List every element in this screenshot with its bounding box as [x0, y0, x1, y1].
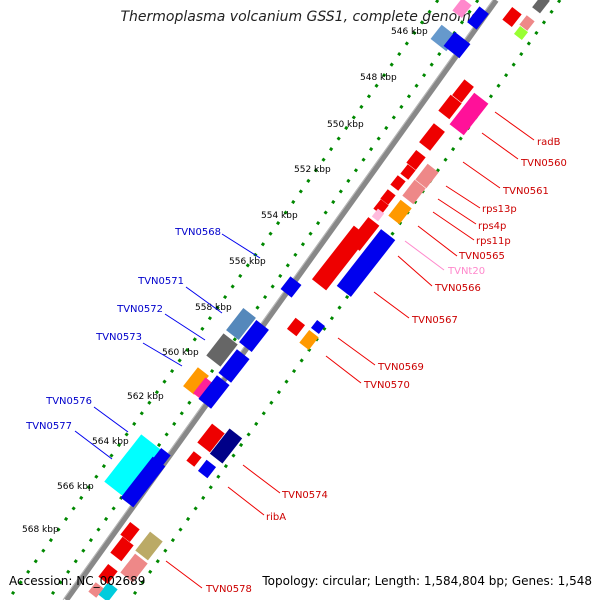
gene-label[interactable]: TVN0569 [377, 362, 424, 373]
scale-label: 548 kbp [360, 73, 397, 83]
gene-feature[interactable] [452, 79, 474, 103]
gene-label[interactable]: TVN0567 [411, 315, 458, 326]
gene-feature[interactable] [280, 276, 302, 298]
scale-labels: 546 kbp 548 kbp 550 kbp 552 kbp 554 kbp … [22, 27, 428, 535]
scale-label: 568 kbp [22, 525, 59, 535]
gene-label[interactable]: TVN0565 [458, 251, 505, 262]
gene-label[interactable]: TVN0577 [25, 421, 72, 432]
gene-label[interactable]: TVN0561 [502, 186, 549, 197]
gene-feature[interactable] [400, 164, 416, 180]
gene-feature[interactable] [438, 94, 462, 120]
minus-callouts [74, 233, 261, 460]
gene-label[interactable]: TVN0570 [363, 380, 410, 391]
plus-strand-genes [88, 0, 550, 598]
scale-label: 564 kbp [92, 437, 129, 447]
gene-feature[interactable] [197, 423, 225, 453]
gene-feature[interactable] [218, 349, 250, 383]
gene-feature[interactable] [311, 225, 369, 291]
gene-label[interactable]: TVN0568 [174, 227, 221, 238]
gene-label[interactable]: rps4p [478, 221, 506, 232]
accession-text: Accession: NC_002689 [9, 574, 146, 588]
gene-feature[interactable] [135, 531, 163, 561]
gene-feature[interactable] [388, 199, 412, 225]
gene-feature[interactable] [467, 6, 489, 30]
gene-feature[interactable] [415, 163, 439, 189]
gene-label[interactable]: TVN0573 [95, 332, 142, 343]
gene-feature[interactable] [104, 434, 162, 498]
gene-label[interactable]: TVNt20 [447, 266, 485, 277]
gene-feature[interactable] [206, 333, 238, 367]
gene-feature[interactable] [532, 0, 550, 14]
gene-feature[interactable] [183, 367, 209, 395]
gene-feature[interactable] [110, 536, 134, 562]
map-title: Thermoplasma volcanium GSS1, complete ge… [120, 9, 480, 25]
gene-feature[interactable] [419, 123, 445, 151]
gene-feature[interactable] [286, 317, 306, 337]
gene-feature[interactable] [120, 553, 148, 583]
gene-feature[interactable] [513, 25, 529, 41]
scale-label: 566 kbp [57, 482, 94, 492]
gene-feature[interactable] [443, 31, 471, 59]
gene-label[interactable]: rps11p [476, 236, 511, 247]
gene-feature[interactable] [380, 189, 396, 205]
backbone-line [63, 0, 499, 600]
gene-feature[interactable] [198, 375, 230, 409]
topology-text: Topology: circular; Length: 1,584,804 bp… [262, 574, 592, 588]
gene-feature[interactable] [310, 319, 326, 335]
gene-feature[interactable] [371, 208, 385, 222]
gene-feature[interactable] [120, 456, 166, 508]
scale-label: 556 kbp [229, 257, 266, 267]
gene-feature[interactable] [88, 582, 104, 598]
gene-feature[interactable] [226, 308, 256, 340]
gene-label[interactable]: TVN0566 [434, 283, 481, 294]
gene-label[interactable]: TVN0574 [281, 490, 328, 501]
gene-label[interactable]: radB [537, 137, 561, 148]
gene-feature[interactable] [519, 15, 535, 31]
gene-label[interactable]: ribA [266, 512, 286, 523]
gene-feature[interactable] [336, 229, 396, 297]
gene-feature[interactable] [502, 7, 522, 27]
gene-feature[interactable] [390, 175, 406, 191]
gene-feature[interactable] [402, 179, 426, 205]
gene-feature[interactable] [239, 320, 269, 352]
gene-feature[interactable] [98, 582, 118, 600]
plus-labels: radB TVN0560 TVN0561 rps13p rps4p rps11p… [205, 137, 567, 595]
scale-dots-line [6, 0, 440, 600]
gene-feature[interactable] [193, 377, 215, 401]
plus-callouts [165, 111, 535, 589]
gene-feature[interactable] [449, 92, 489, 136]
scale-label: 554 kbp [261, 211, 298, 221]
gene-label[interactable]: TVN0576 [45, 396, 92, 407]
gene-label[interactable]: TVN0571 [137, 276, 184, 287]
gene-feature[interactable] [186, 451, 202, 467]
minus-strand-genes [98, 0, 489, 600]
gene-feature[interactable] [98, 564, 118, 584]
plus-strand-dots [128, 0, 562, 600]
scale-label: 560 kbp [162, 348, 199, 358]
gene-label[interactable]: rps13p [482, 204, 517, 215]
scale-label: 550 kbp [327, 120, 364, 130]
gene-label[interactable]: TVN0560 [520, 158, 567, 169]
gene-feature[interactable] [120, 522, 140, 542]
gene-label[interactable]: TVN0578 [205, 584, 252, 595]
scale-label: 562 kbp [127, 392, 164, 402]
gene-feature[interactable] [151, 448, 171, 468]
gene-feature[interactable] [452, 0, 472, 18]
minus-strand-dots [46, 0, 480, 600]
gene-feature[interactable] [209, 428, 243, 464]
gene-feature[interactable] [197, 459, 217, 479]
scale-label: 558 kbp [195, 303, 232, 313]
minus-labels: TVN0568 TVN0571 TVN0572 TVN0573 TVN0576 … [25, 227, 221, 432]
gene-feature[interactable] [406, 150, 426, 170]
scale-label: 546 kbp [391, 27, 428, 37]
gene-feature[interactable] [299, 330, 319, 350]
scale-label: 552 kbp [294, 165, 331, 175]
gene-label[interactable]: TVN0572 [116, 304, 163, 315]
